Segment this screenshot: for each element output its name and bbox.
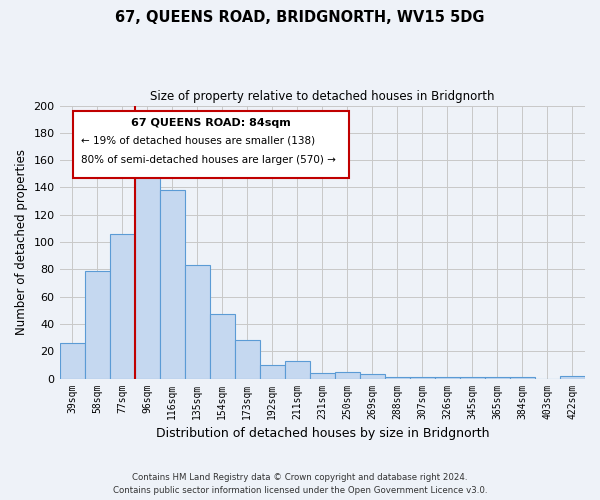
X-axis label: Distribution of detached houses by size in Bridgnorth: Distribution of detached houses by size …	[155, 427, 489, 440]
Bar	[260, 365, 285, 378]
Bar	[435, 377, 460, 378]
Bar	[185, 266, 209, 378]
Bar	[485, 377, 510, 378]
Bar	[560, 376, 585, 378]
Text: 67, QUEENS ROAD, BRIDGNORTH, WV15 5DG: 67, QUEENS ROAD, BRIDGNORTH, WV15 5DG	[115, 10, 485, 25]
Bar	[310, 373, 335, 378]
Bar	[235, 340, 260, 378]
Bar	[385, 377, 410, 378]
Bar	[335, 372, 360, 378]
Y-axis label: Number of detached properties: Number of detached properties	[15, 149, 28, 335]
Bar	[110, 234, 134, 378]
Bar	[134, 152, 160, 378]
Bar	[85, 270, 110, 378]
Text: Contains HM Land Registry data © Crown copyright and database right 2024.
Contai: Contains HM Land Registry data © Crown c…	[113, 473, 487, 495]
Bar	[510, 377, 535, 378]
Bar	[410, 377, 435, 378]
Bar	[460, 377, 485, 378]
Bar	[285, 361, 310, 378]
Text: ← 19% of detached houses are smaller (138): ← 19% of detached houses are smaller (13…	[80, 136, 314, 145]
Bar	[160, 190, 185, 378]
Title: Size of property relative to detached houses in Bridgnorth: Size of property relative to detached ho…	[150, 90, 494, 103]
Text: 67 QUEENS ROAD: 84sqm: 67 QUEENS ROAD: 84sqm	[131, 118, 290, 128]
Bar	[360, 374, 385, 378]
FancyBboxPatch shape	[73, 111, 349, 178]
Bar	[59, 343, 85, 378]
Bar	[209, 314, 235, 378]
Text: 80% of semi-detached houses are larger (570) →: 80% of semi-detached houses are larger (…	[80, 154, 335, 164]
